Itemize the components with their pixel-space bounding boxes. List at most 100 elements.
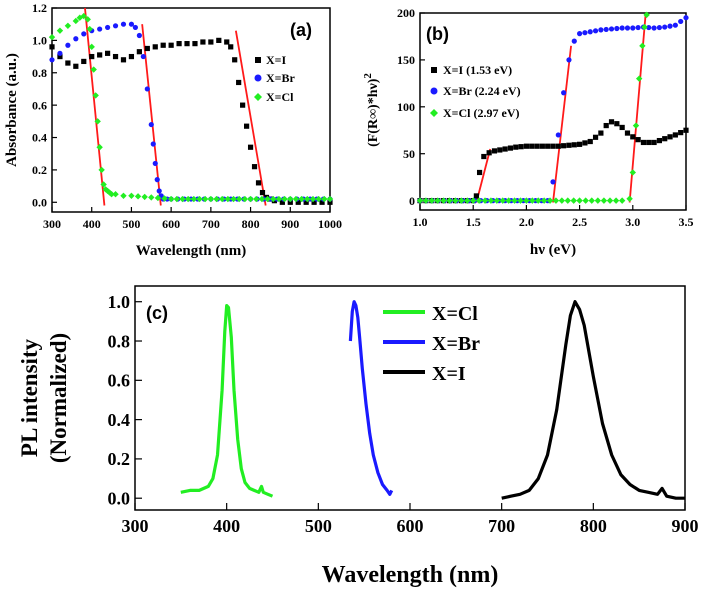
marker-xcl bbox=[84, 16, 91, 23]
marker-xi bbox=[683, 127, 689, 133]
marker-xi bbox=[587, 138, 593, 145]
marker-xcl bbox=[48, 33, 56, 41]
marker-xi bbox=[57, 53, 63, 60]
marker-xcl bbox=[643, 11, 650, 19]
marker-xi bbox=[662, 136, 668, 142]
legend-c-label-br: X=Br bbox=[432, 333, 480, 355]
marker-xi bbox=[228, 44, 234, 50]
marker-xcl bbox=[493, 197, 501, 204]
marker-xi bbox=[608, 119, 615, 125]
marker-xi bbox=[251, 164, 258, 170]
x-tick-label: 600 bbox=[162, 217, 180, 231]
marker-xbr bbox=[667, 23, 673, 29]
marker-xcl bbox=[576, 197, 583, 204]
panel-c: 300 400 500 600 700 800 9000.00.20.40.60.81.0 … bbox=[17, 285, 699, 588]
marker-xcl bbox=[422, 197, 430, 204]
x-tick-label: 1000 bbox=[318, 217, 342, 231]
series-line-xi bbox=[501, 300, 685, 500]
panel-a-x-title: Wavelength (nm) bbox=[136, 243, 246, 259]
marker-xcl bbox=[458, 197, 465, 204]
marker-xbr bbox=[105, 24, 111, 31]
marker-xcl bbox=[481, 197, 489, 204]
marker-xcl bbox=[88, 43, 95, 51]
marker-xi bbox=[120, 57, 127, 63]
marker-xi bbox=[168, 42, 174, 48]
y-tick-label: 0.2 bbox=[32, 163, 47, 177]
marker-xcl bbox=[446, 197, 453, 204]
marker-xbr bbox=[630, 25, 636, 31]
marker-xcl bbox=[594, 197, 602, 204]
marker-xi bbox=[651, 139, 657, 146]
y-tick-label: 0.8 bbox=[32, 66, 47, 80]
marker-xcl bbox=[558, 197, 566, 204]
panel-a-fit-lines bbox=[84, 7, 267, 206]
marker-xcl bbox=[72, 17, 80, 25]
marker-xcl bbox=[270, 195, 277, 203]
marker-xbr bbox=[97, 26, 103, 32]
marker-xi bbox=[624, 130, 631, 136]
marker-xcl bbox=[96, 144, 103, 151]
marker-xcl bbox=[92, 92, 99, 99]
x-tick-label: 2.0 bbox=[519, 215, 534, 229]
marker-xcl bbox=[517, 197, 524, 204]
marker-xi bbox=[81, 58, 87, 65]
marker-xi bbox=[176, 41, 182, 47]
marker-xbr bbox=[150, 141, 156, 147]
fit-line bbox=[141, 24, 162, 206]
marker-xi bbox=[208, 39, 214, 45]
marker-xcl bbox=[287, 195, 294, 203]
marker-xbr bbox=[555, 132, 561, 138]
marker-xcl bbox=[434, 197, 441, 204]
panel-c-legend: X=Cl X=Br X=I bbox=[383, 303, 480, 385]
marker-xi bbox=[216, 37, 222, 43]
marker-xi bbox=[640, 139, 647, 146]
marker-xi bbox=[550, 143, 556, 149]
marker-xi bbox=[529, 143, 535, 149]
marker-xi bbox=[678, 130, 684, 136]
marker-xi bbox=[128, 53, 135, 60]
x-tick-label: 500 bbox=[122, 217, 140, 231]
marker-xi bbox=[232, 57, 238, 63]
marker-xbr bbox=[646, 24, 652, 31]
marker-xi bbox=[192, 41, 198, 47]
x-tick-label: 900 bbox=[672, 516, 699, 536]
series-line-xbr bbox=[348, 300, 394, 496]
marker-xi bbox=[566, 142, 572, 148]
marker-xcl bbox=[309, 195, 317, 203]
marker-xi bbox=[184, 41, 190, 47]
marker-xi bbox=[144, 45, 150, 52]
marker-xbr bbox=[144, 86, 150, 92]
marker-xcl bbox=[264, 195, 271, 203]
marker-xbr bbox=[154, 177, 160, 183]
y-tick-label: 0.8 bbox=[108, 331, 131, 351]
marker-xi bbox=[476, 169, 483, 176]
marker-xcl bbox=[247, 195, 254, 203]
marker-xi bbox=[603, 122, 609, 129]
marker-xcl bbox=[94, 118, 101, 125]
marker-xi bbox=[73, 63, 79, 69]
marker-xi bbox=[160, 42, 166, 48]
panel-a: 300 400 500 600 700 800 900 1000 0.0 0.2 0.4 0.6 0.8… bbox=[4, 1, 342, 259]
marker-xcl bbox=[148, 194, 155, 201]
panel-c-lines bbox=[180, 300, 685, 500]
x-tick-label: 400 bbox=[83, 217, 101, 231]
marker-xi bbox=[486, 150, 492, 156]
marker-xcl bbox=[80, 12, 87, 20]
marker-xbr bbox=[49, 57, 55, 63]
marker-xcl bbox=[564, 197, 571, 204]
marker-xcl bbox=[112, 190, 119, 198]
marker-xcl bbox=[315, 195, 322, 203]
panel-a-points bbox=[48, 12, 334, 205]
marker-xi bbox=[49, 44, 55, 50]
marker-xcl bbox=[120, 192, 127, 200]
panel-b-frame bbox=[419, 12, 687, 211]
legend-b-marker-i bbox=[431, 67, 437, 73]
marker-xi bbox=[518, 144, 524, 150]
marker-xbr bbox=[152, 160, 158, 167]
marker-xbr bbox=[65, 42, 71, 48]
marker-xbr bbox=[672, 22, 678, 28]
legend-a-label-cl: X=Cl bbox=[266, 90, 294, 104]
marker-xi bbox=[598, 130, 604, 136]
legend-a-label-br: X=Br bbox=[266, 71, 296, 85]
marker-xcl bbox=[546, 197, 554, 204]
